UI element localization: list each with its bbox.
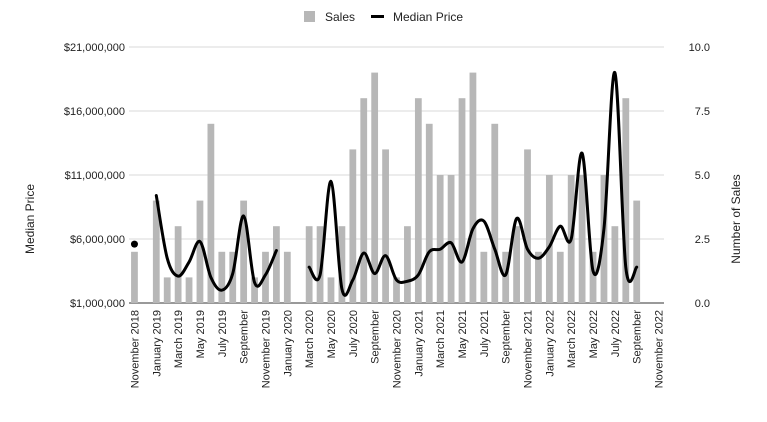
left-axis-ticks: $1,000,000 $6,000,000 $11,000,000 $16,000,0…: [64, 42, 125, 310]
legend: Sales Median Price: [304, 10, 463, 24]
x-tick-label: March 2022: [566, 310, 578, 368]
sales-bar: [611, 226, 619, 303]
sales-bar: [535, 251, 542, 303]
x-tick-label: July 2019: [217, 310, 229, 357]
sales-bar: [578, 175, 586, 303]
x-tick-label: November 2022: [654, 310, 666, 388]
sales-bar: [163, 277, 171, 303]
median-price-point: [130, 240, 138, 248]
x-tick-label: May 2021: [457, 310, 469, 358]
x-tick-label: May 2019: [195, 310, 207, 358]
sales-bar: [458, 98, 466, 303]
x-tick-label: May 2020: [326, 310, 338, 358]
sales-bar: [633, 200, 641, 303]
legend-swatch-median-price: [371, 15, 384, 18]
left-tick-label: $21,000,000: [64, 42, 125, 54]
left-tick-label: $11,000,000: [65, 170, 125, 182]
right-axis-title: Number of Sales: [729, 174, 743, 263]
sales-bar: [404, 226, 411, 303]
x-tick-label: July 2022: [610, 310, 622, 357]
sales-bar: [382, 149, 389, 303]
sales-bar: [414, 98, 422, 303]
legend-label-sales: Sales: [325, 10, 355, 24]
right-tick-label: 10.0: [689, 42, 710, 54]
left-tick-label: $16,000,000: [64, 106, 125, 118]
x-tick-label: November 2021: [523, 310, 535, 388]
sales-bar: [589, 251, 597, 303]
right-axis-ticks: 0.0 2.5 5.0 7.5 10.0: [689, 42, 710, 310]
x-tick-label: July 2020: [348, 310, 360, 357]
median-price-segment: [307, 71, 639, 297]
median-price-segment: [154, 193, 278, 292]
x-tick-label: November 2018: [129, 310, 141, 388]
right-tick-label: 2.5: [695, 234, 710, 246]
sales-bar: [218, 251, 226, 303]
sales-bar: [622, 98, 630, 303]
x-tick-label: November 2020: [392, 310, 404, 388]
sales-bar: [502, 251, 510, 303]
x-tick-label: March 2019: [173, 310, 185, 368]
sales-bar: [327, 277, 335, 303]
right-tick-label: 0.0: [695, 298, 710, 310]
x-tick-label: September: [239, 310, 251, 364]
sales-bar: [338, 226, 346, 303]
left-tick-label: $1,000,000: [70, 298, 125, 310]
sales-bar: [545, 175, 553, 303]
x-tick-label: January 2019: [151, 310, 163, 377]
sales-bar: [273, 226, 280, 303]
sales-bar: [207, 123, 215, 303]
x-tick-label: March 2020: [304, 310, 316, 368]
sales-bar: [556, 251, 564, 303]
sales-bar: [480, 251, 488, 303]
x-tick-label: September: [501, 310, 513, 364]
x-tick-label: July 2021: [479, 310, 491, 357]
sales-bar: [196, 200, 204, 303]
sales-bar: [316, 226, 324, 303]
sales-bar: [371, 72, 379, 303]
sales-bar: [360, 98, 368, 303]
sales-bar: [425, 123, 433, 303]
sales-bar: [524, 149, 531, 303]
x-tick-label: January 2020: [282, 310, 294, 377]
x-tick-label: May 2022: [588, 310, 600, 358]
sales-bar: [469, 72, 477, 303]
right-tick-label: 5.0: [695, 170, 710, 182]
median-price-line: [130, 71, 639, 297]
x-tick-label: November 2019: [260, 310, 272, 388]
sales-bar: [131, 251, 138, 303]
sales-bar: [174, 226, 182, 303]
x-tick-label: January 2021: [413, 310, 425, 377]
sales-bar: [393, 277, 400, 303]
sales-bars: [131, 72, 641, 303]
sales-bar: [491, 123, 499, 303]
sales-bar: [513, 226, 520, 303]
sales-bar: [447, 175, 455, 303]
x-tick-label: September: [632, 310, 644, 364]
x-tick-label: March 2021: [435, 310, 447, 368]
right-tick-label: 7.5: [695, 106, 710, 118]
legend-swatch-sales: [304, 11, 315, 22]
gridlines: [129, 46, 664, 304]
x-axis-ticks: November 2018 January 2019 March 2019 May 2…: [129, 310, 665, 389]
sales-bar: [349, 149, 357, 303]
sales-bar: [436, 175, 444, 303]
sales-bar: [152, 200, 160, 303]
left-tick-label: $6,000,000: [70, 234, 125, 246]
sales-bar: [240, 200, 248, 303]
left-axis-title: Median Price: [23, 184, 37, 254]
legend-label-median-price: Median Price: [393, 10, 463, 24]
sales-bar: [185, 277, 193, 303]
sales-bar: [305, 226, 313, 303]
x-tick-label: January 2022: [544, 310, 556, 377]
x-tick-label: September: [370, 310, 382, 364]
sales-bar: [283, 251, 291, 303]
sales-bar: [251, 277, 258, 303]
